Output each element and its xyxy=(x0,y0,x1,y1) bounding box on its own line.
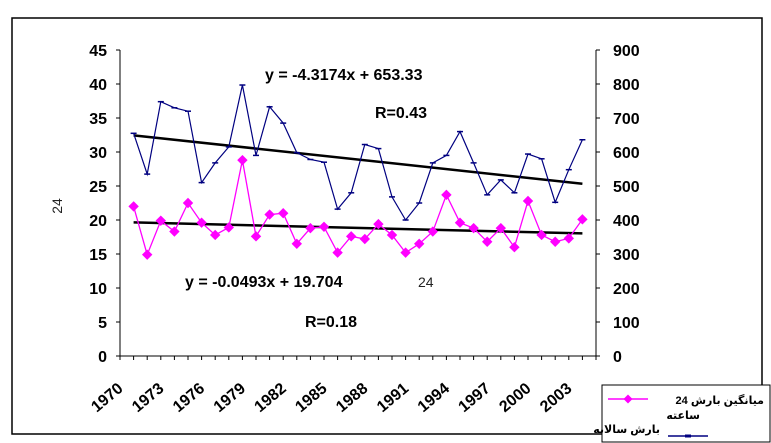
center-label: 24 xyxy=(418,274,434,290)
y-right-tick-label: 300 xyxy=(613,247,640,264)
data-point-diamond xyxy=(549,236,561,247)
data-point-diamond xyxy=(332,247,343,258)
legend-box xyxy=(601,384,771,443)
y-left-tick-label: 35 xyxy=(89,111,107,128)
data-point-diamond xyxy=(359,233,371,245)
y-left-tick-label: 5 xyxy=(98,315,107,332)
x-tick-label: 1988 xyxy=(333,380,371,416)
trend-equation-annual: y = -4.3174x + 653.33 xyxy=(265,67,423,84)
x-tick-label: 1976 xyxy=(170,380,208,416)
x-tick-label: 1979 xyxy=(211,380,249,416)
x-tick-label: 1973 xyxy=(129,380,167,416)
x-tick-label: 1994 xyxy=(415,380,453,416)
data-point-diamond xyxy=(141,249,153,260)
y-right-tick-label: 200 xyxy=(613,281,640,298)
data-point-diamond xyxy=(169,226,180,237)
data-point-diamond xyxy=(264,209,275,220)
data-point-diamond xyxy=(454,217,466,228)
y-right-tick-label: 100 xyxy=(613,315,640,332)
y-right-tick-label: 600 xyxy=(613,145,640,162)
x-tick-label: 1970 xyxy=(88,380,126,416)
labels-layer: y = -4.3174x + 653.33 R=0.43 y = -0.0493x … xyxy=(49,67,434,331)
legend-label-24h: میانگین بارش 24 xyxy=(676,394,764,407)
y-left-tick-label: 0 xyxy=(98,349,107,366)
data-point-diamond xyxy=(441,189,452,201)
data-point-diamond xyxy=(536,229,547,241)
trendline-left xyxy=(133,221,583,235)
side-label: 24 xyxy=(49,198,65,214)
y-left-tick-label: 45 xyxy=(89,43,107,60)
data-point-diamond xyxy=(413,238,425,250)
y-right-tick-label: 700 xyxy=(613,111,640,128)
series-layer xyxy=(128,84,588,260)
y-left-tick-label: 25 xyxy=(89,179,107,196)
x-tick-label: 1985 xyxy=(292,380,330,416)
y-right-tick-label: 900 xyxy=(613,43,640,60)
data-point-diamond xyxy=(481,236,493,247)
data-point-diamond xyxy=(155,215,167,226)
data-point-diamond xyxy=(250,231,262,242)
data-point-diamond xyxy=(522,195,534,207)
y-right-tick-label: 500 xyxy=(613,179,640,196)
x-tick-label: 1982 xyxy=(252,380,290,416)
legend: میانگین بارش 24 ساعته بارش سالانه xyxy=(593,384,771,443)
y-right-tick-label: 0 xyxy=(613,349,622,366)
data-point-diamond xyxy=(386,229,398,241)
data-point-diamond xyxy=(237,154,248,166)
trend-r-24h: R=0.18 xyxy=(305,314,357,331)
y-left-tick-label: 30 xyxy=(89,145,107,162)
x-tick-label: 1991 xyxy=(374,380,412,416)
y-right-tick-label: 400 xyxy=(613,213,640,230)
trend-equation-24h: y = -0.0493x + 19.704 xyxy=(185,274,343,291)
data-point-diamond xyxy=(209,229,221,241)
x-tick-label: 1997 xyxy=(456,380,494,416)
y-left-tick-label: 15 xyxy=(89,247,107,264)
series-line-left xyxy=(132,160,583,257)
data-point-diamond xyxy=(196,217,207,228)
data-point-diamond xyxy=(277,207,289,219)
y-left-tick-label: 20 xyxy=(89,213,107,230)
data-point-diamond xyxy=(182,197,194,209)
legend-swatch-marker-24h xyxy=(623,394,633,404)
legend-label-annual: بارش سالانه xyxy=(593,424,660,436)
data-point-diamond xyxy=(495,222,507,234)
chart-border xyxy=(11,17,763,435)
trendline-right xyxy=(133,134,583,186)
trendlines xyxy=(133,134,583,235)
data-point-diamond xyxy=(318,221,330,233)
y-left-tick-label: 40 xyxy=(89,77,107,94)
x-tick-label: 2000 xyxy=(496,380,534,416)
data-point-diamond xyxy=(291,238,303,250)
data-point-diamond xyxy=(563,233,575,244)
data-point-diamond xyxy=(345,231,357,242)
trend-r-annual: R=0.43 xyxy=(375,105,427,122)
y-left-tick-label: 10 xyxy=(89,281,107,298)
data-point-diamond xyxy=(373,218,384,230)
y-right-tick-label: 800 xyxy=(613,77,640,94)
data-point-diamond xyxy=(468,222,479,234)
data-point-diamond xyxy=(400,247,411,258)
data-point-diamond xyxy=(577,214,588,225)
legend-label-24h-line2: ساعته xyxy=(666,410,700,422)
data-point-diamond xyxy=(128,201,139,212)
series-line-right xyxy=(133,84,583,222)
data-point-diamond xyxy=(427,226,439,237)
data-point-diamond xyxy=(509,241,520,253)
x-tick-label: 2003 xyxy=(537,380,575,416)
data-point-diamond xyxy=(223,222,235,233)
data-point-diamond xyxy=(305,222,316,234)
